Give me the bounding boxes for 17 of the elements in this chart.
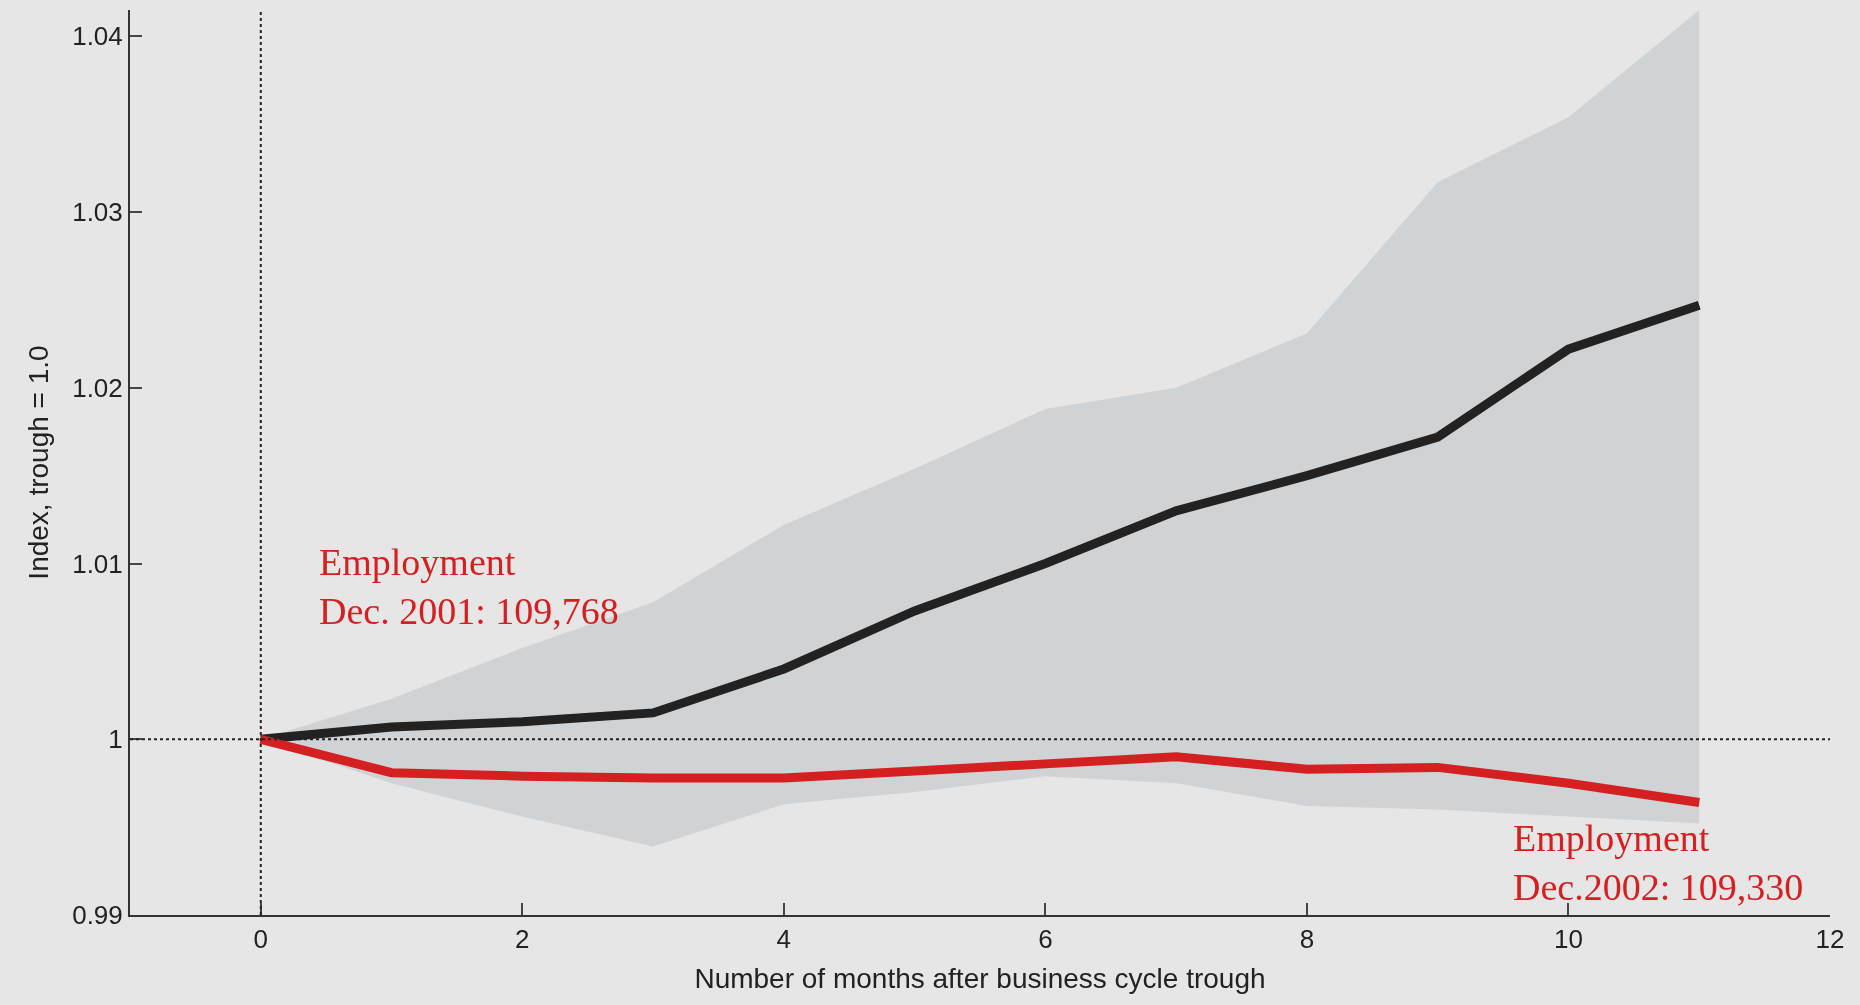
y-tick-label: 1 bbox=[108, 724, 123, 755]
x-tick-label: 0 bbox=[253, 924, 268, 955]
y-tick-label: 1.04 bbox=[72, 21, 123, 52]
x-axis-title: Number of months after business cycle trough bbox=[694, 962, 1266, 994]
y-tick-label: 1.03 bbox=[72, 197, 123, 228]
annotation: Employment Dec. 2001: 109,768 bbox=[319, 541, 619, 633]
x-tick-label: 2 bbox=[515, 924, 530, 955]
y-tick-label: 0.99 bbox=[72, 900, 123, 931]
y-axis-title: Index, trough = 1.0 bbox=[23, 345, 55, 580]
x-tick-label: 4 bbox=[776, 924, 792, 955]
annotation: Employment Dec.2002: 109,330 bbox=[1513, 817, 1804, 909]
y-tick-label: 1.01 bbox=[72, 548, 123, 579]
x-tick-label: 10 bbox=[1554, 924, 1583, 955]
x-tick-label: 12 bbox=[1815, 924, 1845, 955]
y-tick-label: 1.02 bbox=[72, 372, 123, 403]
x-tick-label: 8 bbox=[1299, 924, 1315, 955]
x-tick-label: 6 bbox=[1038, 924, 1053, 955]
